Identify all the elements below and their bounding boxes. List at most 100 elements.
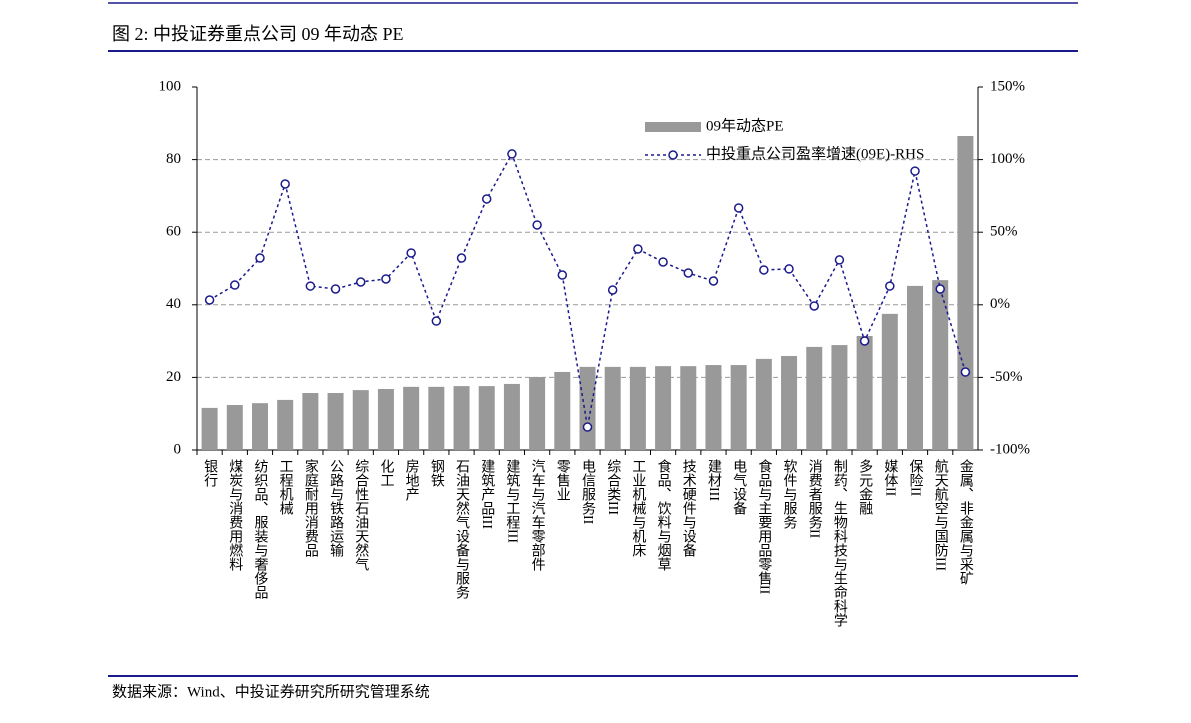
x-tick-label: 电气设备 [731,459,747,515]
line-marker [834,255,845,265]
x-tick-label: 化工 [378,459,394,487]
line-marker [230,280,240,290]
legend-swatch [668,150,678,160]
line-marker [280,179,290,189]
x-tick-label: 煤炭与消费用燃料 [227,459,243,571]
line-marker [330,284,341,294]
bar [579,366,596,450]
y2-tick-label: -50% [990,369,1023,385]
y-tick-label: 60 [166,224,181,240]
bar [352,390,369,450]
x-tick-label: 钢铁 [429,459,445,487]
bar [629,366,646,450]
x-tick-label: 工程机械 [278,459,294,515]
x-tick-label: 房地产 [404,459,420,502]
x-tick-label: 银行 [202,459,218,488]
y-tick-label: 0 [174,441,182,457]
line-marker [708,276,719,286]
line-marker [456,253,467,263]
line-marker [204,295,215,305]
line-marker [859,336,870,346]
x-tick-label: 石油天然气设备与服务 [454,459,470,599]
x-tick-label: 建筑产品III [479,459,495,529]
bar [881,313,898,450]
bar [428,386,445,450]
x-tick-label: 汽车与汽车零部件 [530,459,546,571]
line-marker [658,257,668,267]
legend-swatch [645,122,701,132]
legend-label: 09年动态PE [706,117,784,134]
bar [957,136,974,450]
x-tick-label: 综合类III [605,459,621,515]
line-marker [557,270,568,280]
x-tick-label: 家庭耐用消费品 [303,458,319,557]
bar [856,336,873,450]
bar [226,404,243,450]
chart-title: 图 2: 中投证券重点公司 09 年动态 PE [112,24,404,44]
x-tick-label: 保险II [908,459,924,497]
x-tick-label: 软件与服务 [782,459,798,529]
line-marker [381,274,391,284]
bar [554,371,571,450]
line-marker [809,301,819,311]
x-tick-label: 消费者服务II [807,459,823,539]
bar [831,345,848,450]
line-marker [683,268,694,278]
line-marker [910,166,920,176]
x-tick-label: 制药、生物科技与生命科学 [832,459,848,627]
line-marker [356,277,366,287]
bar [503,383,520,450]
line-marker [960,367,971,377]
y2-tick-label: 100% [990,151,1025,167]
bar [655,366,672,450]
line-marker [885,281,895,291]
legend-label: 中投重点公司盈率增速(09E)-RHS [706,145,924,162]
x-tick-label: 电信服务II [580,459,596,525]
y-tick-label: 80 [166,151,181,167]
bar [730,365,747,450]
x-tick-label: 食品、饮料与烟草 [656,458,672,571]
line-marker [507,149,517,159]
line-marker [759,265,769,275]
x-tick-label: 食品与主要用品零售II [756,458,772,594]
bar [806,346,823,450]
y-tick-label: 100 [159,78,182,94]
bar [377,389,394,450]
x-tick-label: 综合性石油天然气 [353,459,369,571]
line-marker [406,248,416,258]
bar [201,407,218,450]
bar [705,365,722,450]
x-tick-label: 航天航空与国防III [933,459,949,571]
line-marker [935,284,945,294]
bar [277,399,294,450]
x-tick-label: 金属、非金属与采矿 [958,459,974,585]
bar [932,280,949,450]
bar [302,393,319,450]
x-tick-label: 工业机械与机床 [630,459,646,557]
x-tick-label: 媒体II [882,459,898,497]
bar [781,355,798,450]
line-marker [255,253,265,263]
bar [604,366,621,450]
x-tick-label: 零售业 [555,459,571,501]
y-tick-label: 20 [166,369,181,385]
line-marker [481,194,492,204]
y2-tick-label: 0% [990,296,1010,312]
line-marker [305,281,316,291]
bar [755,358,772,450]
bar [403,386,420,450]
source-note: 数据来源：Wind、中投证券研究所研究管理系统 [112,683,430,700]
line-marker [784,264,794,274]
line-marker [532,220,542,230]
line-marker [431,316,442,326]
bar [453,386,470,450]
bar [478,386,495,450]
y2-tick-label: 50% [990,224,1018,240]
x-tick-label: 建材III [706,459,722,501]
x-tick-label: 技术硬件与设备 [681,459,697,557]
bar [251,403,268,450]
x-tick-label: 建筑与工程III [504,459,520,543]
line-marker [633,244,643,254]
